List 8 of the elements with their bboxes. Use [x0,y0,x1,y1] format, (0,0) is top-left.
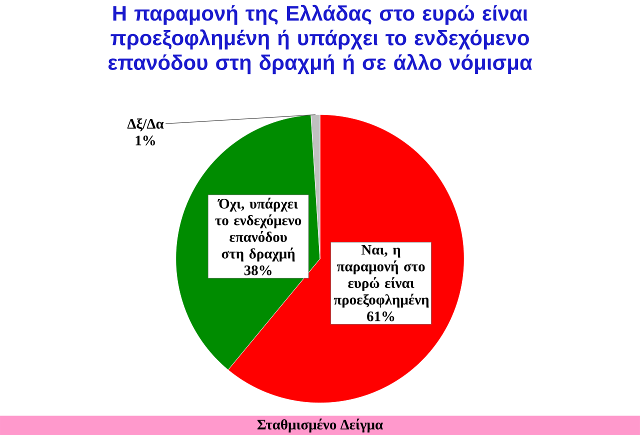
slice-label: Όχι, υπάρχει το ενδεχόμενο επανόδου στη δραχμή [215,198,302,262]
slice-label: Ναι, η παραμονή στο ευρώ είναι προεξοφλημένη [334,244,429,308]
data-label: 1% [136,135,155,146]
chart-title: Η παραμονή της Ελλάδας στο ευρώ είναι προεξοφλημένη ή υπάρχει το ενδεχόμενο επανόδου στη δραχμή ή σε άλλο νόμισμα [108,4,532,74]
data-label: 61% [367,311,394,322]
text: Σταθμισμένο Δείγμα [257,418,383,432]
slice-label: Δξ/Δα [127,118,164,132]
data-label: 38% [244,265,272,276]
